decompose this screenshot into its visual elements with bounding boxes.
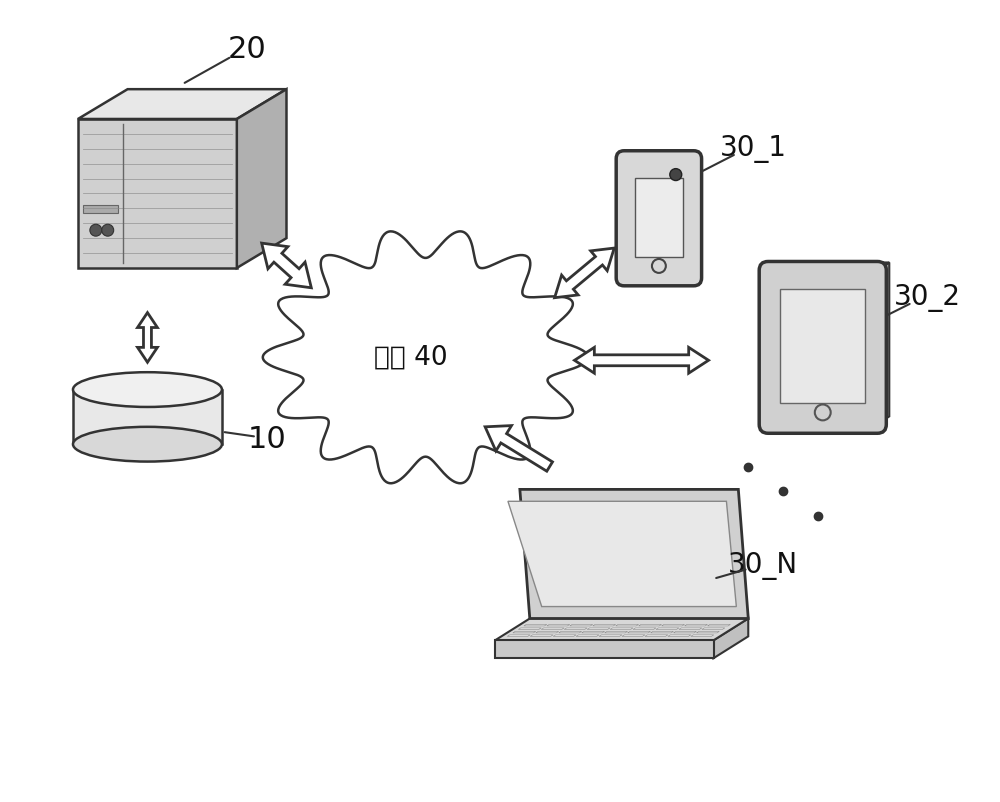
Polygon shape (593, 625, 616, 626)
Polygon shape (553, 635, 576, 636)
Polygon shape (679, 628, 702, 630)
Polygon shape (78, 89, 286, 119)
Polygon shape (555, 248, 614, 298)
Polygon shape (645, 635, 668, 636)
Polygon shape (262, 243, 311, 288)
Text: 10: 10 (247, 425, 286, 454)
Polygon shape (263, 231, 588, 484)
Polygon shape (564, 628, 587, 630)
Polygon shape (495, 640, 714, 658)
Text: 网络 40: 网络 40 (374, 344, 447, 371)
Text: 30_1: 30_1 (720, 135, 787, 163)
Polygon shape (656, 628, 679, 630)
Polygon shape (520, 489, 748, 618)
Polygon shape (673, 631, 696, 633)
Polygon shape (547, 625, 570, 626)
Polygon shape (685, 625, 707, 626)
Polygon shape (495, 618, 748, 640)
FancyBboxPatch shape (759, 261, 886, 433)
Polygon shape (877, 262, 889, 424)
Polygon shape (639, 625, 661, 626)
Polygon shape (507, 635, 530, 636)
Polygon shape (576, 635, 599, 636)
Text: 20: 20 (227, 35, 266, 64)
Polygon shape (610, 628, 633, 630)
Polygon shape (485, 426, 553, 472)
Polygon shape (714, 618, 748, 658)
Polygon shape (508, 501, 736, 606)
Polygon shape (691, 635, 714, 636)
Polygon shape (599, 635, 622, 636)
Polygon shape (518, 628, 541, 630)
Polygon shape (587, 628, 610, 630)
Polygon shape (651, 631, 673, 633)
Polygon shape (536, 631, 559, 633)
Polygon shape (696, 631, 719, 633)
Circle shape (102, 225, 114, 236)
FancyBboxPatch shape (83, 205, 118, 213)
Polygon shape (570, 625, 593, 626)
Polygon shape (513, 631, 536, 633)
Polygon shape (622, 635, 645, 636)
FancyBboxPatch shape (616, 151, 702, 286)
Polygon shape (668, 635, 691, 636)
Text: 30_2: 30_2 (894, 284, 961, 312)
Polygon shape (768, 262, 889, 270)
Polygon shape (662, 625, 684, 626)
FancyBboxPatch shape (780, 290, 865, 403)
Polygon shape (633, 628, 656, 630)
Circle shape (670, 168, 682, 180)
Polygon shape (530, 635, 553, 636)
Polygon shape (708, 625, 730, 626)
Circle shape (90, 225, 102, 236)
Polygon shape (78, 119, 237, 268)
Text: 30_N: 30_N (728, 552, 798, 580)
Polygon shape (605, 631, 627, 633)
Polygon shape (559, 631, 582, 633)
Polygon shape (574, 347, 709, 373)
Ellipse shape (73, 427, 222, 462)
Polygon shape (138, 313, 157, 363)
Polygon shape (524, 625, 547, 626)
Polygon shape (582, 631, 605, 633)
Polygon shape (702, 628, 725, 630)
FancyBboxPatch shape (635, 177, 683, 257)
Ellipse shape (73, 372, 222, 407)
Polygon shape (237, 89, 286, 268)
Polygon shape (628, 631, 650, 633)
Polygon shape (616, 625, 639, 626)
Polygon shape (541, 628, 564, 630)
Polygon shape (73, 390, 222, 444)
